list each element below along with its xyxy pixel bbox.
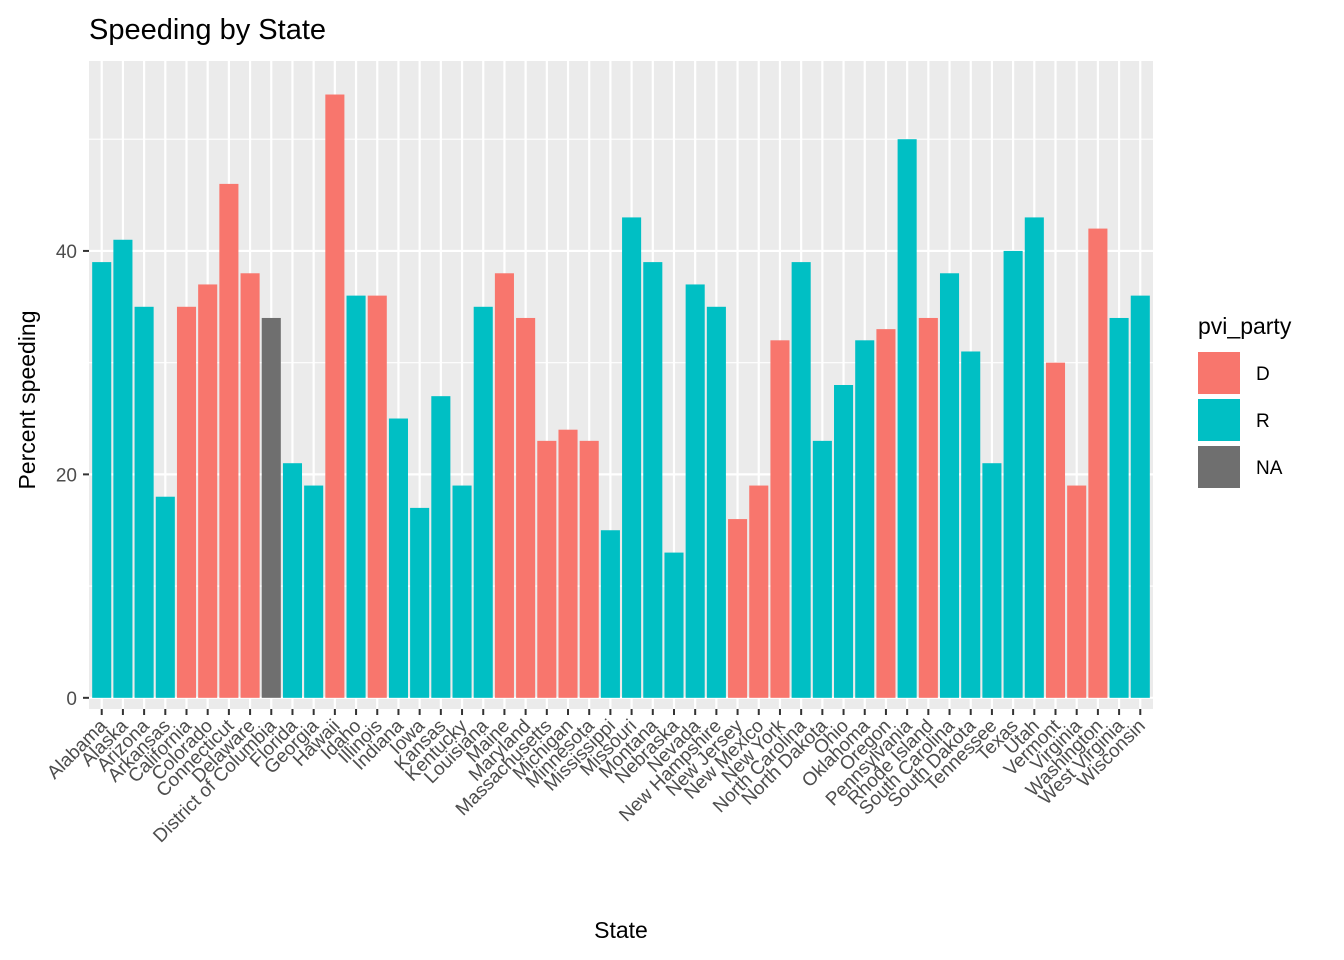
bar <box>1024 217 1044 698</box>
bar <box>961 351 981 698</box>
y-tick-label: 0 <box>66 689 77 710</box>
bar <box>982 463 1002 698</box>
bar <box>473 306 493 698</box>
bar <box>155 496 175 698</box>
bar <box>685 284 705 698</box>
bar <box>516 317 536 698</box>
bar <box>728 519 748 698</box>
bar <box>876 329 896 698</box>
bar <box>1109 317 1129 698</box>
bar <box>749 485 769 698</box>
bar <box>579 440 599 698</box>
x-axis: AlabamaAlaskaArizonaArkansasCaliforniaCo… <box>43 709 1150 847</box>
bar <box>791 262 811 698</box>
bar <box>1045 362 1066 698</box>
bar <box>770 340 790 698</box>
bar <box>346 295 366 698</box>
bar <box>855 340 875 698</box>
bar <box>939 273 960 698</box>
bar <box>537 440 557 698</box>
bar <box>282 463 303 698</box>
bar <box>261 317 281 698</box>
legend-title: pvi_party <box>1198 313 1292 339</box>
bar <box>92 262 112 698</box>
bar <box>643 262 663 698</box>
bar <box>600 530 620 698</box>
legend-label: R <box>1256 411 1270 432</box>
bar <box>367 295 387 698</box>
bar <box>410 507 430 698</box>
bar <box>1003 250 1023 698</box>
bar <box>1067 485 1087 698</box>
legend: pvi_party D R NA <box>1198 313 1292 488</box>
x-axis-title: State <box>594 917 648 943</box>
bar <box>304 485 324 698</box>
legend-key <box>1198 399 1240 441</box>
bar <box>918 317 938 698</box>
bar <box>494 273 514 698</box>
y-axis: 0 20 40 <box>56 242 89 710</box>
bar <box>664 552 684 698</box>
bar <box>1088 228 1108 698</box>
y-tick-label: 40 <box>56 242 77 263</box>
bar <box>388 418 408 698</box>
bar <box>325 94 345 698</box>
bar <box>452 485 472 698</box>
bars <box>92 94 1150 698</box>
bar <box>431 396 451 698</box>
bar <box>113 239 133 698</box>
y-axis-title: Percent speeding <box>14 310 40 489</box>
bar <box>706 306 726 698</box>
bar <box>622 217 642 698</box>
legend-label: NA <box>1256 458 1283 479</box>
legend-key <box>1198 352 1240 394</box>
bar <box>812 440 832 698</box>
chart-title: Speeding by State <box>89 14 326 46</box>
bar <box>219 183 239 698</box>
legend-key <box>1198 446 1240 488</box>
bar <box>176 306 197 698</box>
y-tick-label: 20 <box>56 465 77 486</box>
bar <box>198 284 218 698</box>
bar <box>240 273 260 698</box>
bar <box>834 385 854 698</box>
bar <box>134 306 154 698</box>
bar <box>897 139 917 698</box>
bar <box>1130 295 1150 698</box>
legend-label: D <box>1256 364 1270 385</box>
bar <box>558 429 578 698</box>
